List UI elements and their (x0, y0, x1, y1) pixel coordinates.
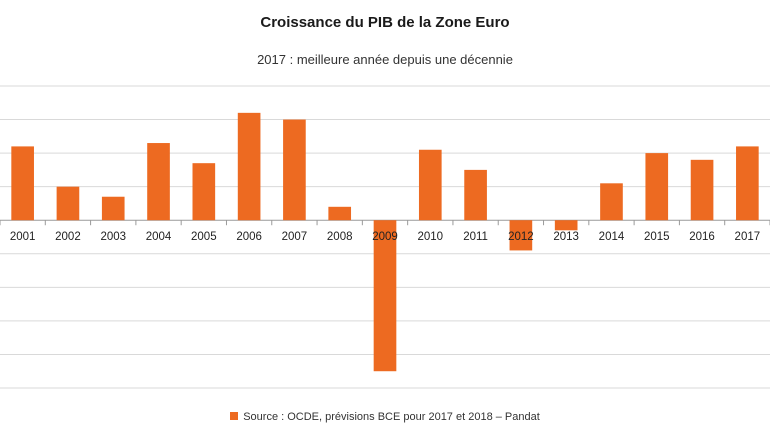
x-tick-label: 2005 (191, 231, 217, 243)
legend-swatch (230, 412, 239, 421)
bar-2004 (147, 143, 170, 221)
bar-2016 (690, 159, 714, 221)
x-tick-label: 2016 (689, 231, 715, 243)
x-tick-label: 2008 (327, 231, 353, 243)
bar-2001 (11, 146, 34, 221)
bar-2013 (554, 220, 578, 231)
bar-2014 (600, 183, 623, 221)
bar-2005 (192, 163, 216, 221)
x-tick-label: 2003 (100, 231, 126, 243)
x-tick-label: 2004 (146, 231, 172, 243)
chart-subtitle: 2017 : meilleure année depuis une décenn… (257, 52, 513, 67)
bar-2015 (645, 153, 669, 221)
chart-title: Croissance du PIB de la Zone Euro (260, 14, 510, 31)
legend: Source : OCDE, prévisions BCE pour 2017 … (0, 411, 770, 423)
x-tick-label: 2002 (55, 231, 81, 243)
bar-2017 (736, 146, 759, 221)
x-tick-label: 2012 (508, 231, 534, 243)
x-tick-label: 2015 (644, 231, 670, 243)
x-tick-label: 2013 (553, 231, 579, 243)
legend-label: Source : OCDE, prévisions BCE pour 2017 … (243, 411, 540, 423)
x-tick-label: 2007 (282, 231, 308, 243)
x-tick-label: 2006 (236, 231, 262, 243)
category-labels: 2001 2002 2003 2004 2005 2006 2007 2008 2009 2010… (10, 231, 760, 243)
bar-2009 (373, 220, 397, 372)
gridlines (0, 85, 770, 389)
bar-2012 (509, 220, 533, 251)
x-tick-label: 2011 (463, 231, 488, 243)
x-tick-label: 2010 (417, 231, 443, 243)
bar-2006 (237, 112, 261, 221)
bar-2007 (283, 119, 306, 221)
bar-2008 (328, 206, 352, 221)
x-tick-label: 2009 (372, 231, 398, 243)
bar-2002 (56, 186, 80, 221)
x-tick-label: 2014 (599, 231, 625, 243)
bar-2003 (101, 196, 125, 221)
bar-2010 (418, 149, 442, 221)
bars (11, 112, 759, 372)
bar-2011 (464, 169, 487, 221)
x-tick-label: 2001 (10, 231, 36, 243)
x-tick-label: 2017 (735, 231, 761, 243)
